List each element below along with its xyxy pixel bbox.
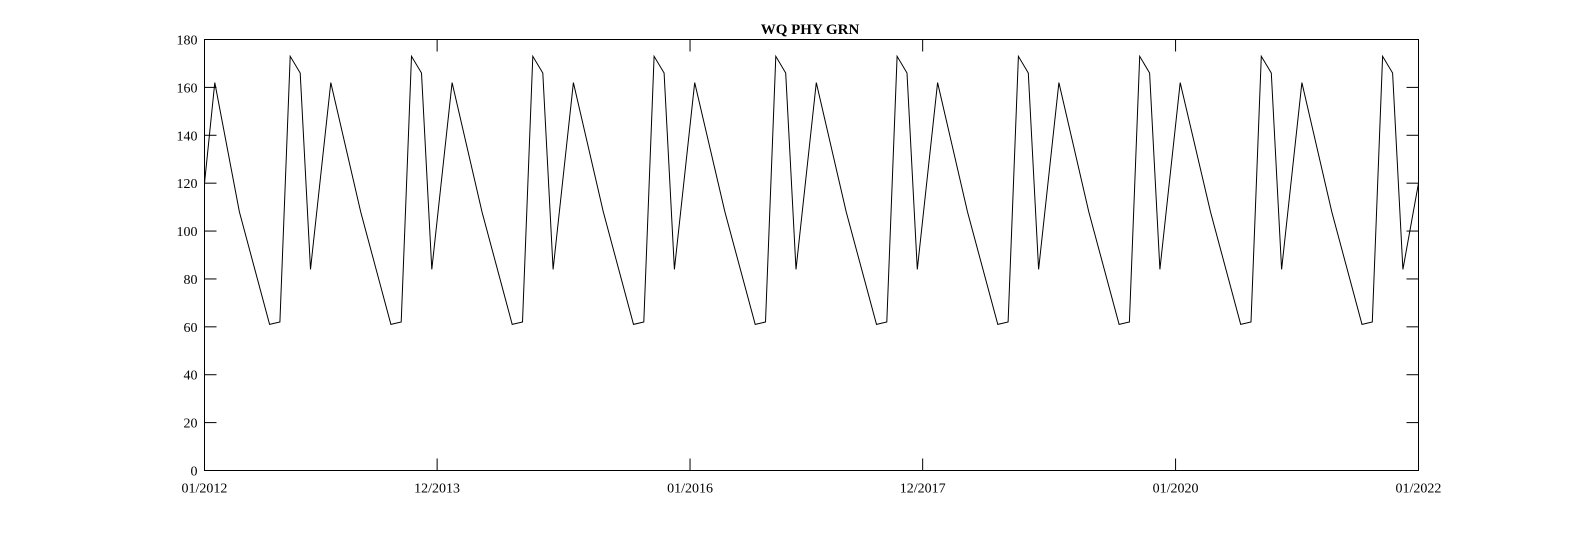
- y-tick-label: 60: [184, 321, 198, 336]
- x-tick-label: 01/2012: [182, 482, 228, 497]
- y-tick-label: 40: [184, 369, 198, 384]
- x-tick-label: 01/2016: [667, 482, 713, 497]
- y-tick-label: 160: [177, 81, 198, 96]
- y-tick-label: 180: [177, 34, 198, 49]
- axis-ticks: [204, 39, 1419, 471]
- y-tick-label: 0: [191, 465, 198, 480]
- series-line: [204, 54, 1419, 325]
- y-tick-label: 100: [177, 225, 198, 240]
- y-tick-label: 20: [184, 417, 198, 432]
- x-tick-label: 12/2013: [414, 482, 460, 497]
- y-tick-label: 80: [184, 273, 198, 288]
- y-tick-label: 120: [177, 177, 198, 192]
- plot-area-frame: [204, 39, 1419, 471]
- x-tick-label: 01/2022: [1396, 482, 1442, 497]
- x-tick-label: 12/2017: [900, 482, 946, 497]
- chart-title: WQ PHY GRN: [761, 22, 860, 38]
- axis-tick-labels: 0 20 40 60 80 100 120 140 160 180 01/2012 12/2013 01…: [177, 34, 1442, 497]
- x-tick-label: 01/2020: [1153, 482, 1199, 497]
- y-tick-label: 140: [177, 129, 198, 144]
